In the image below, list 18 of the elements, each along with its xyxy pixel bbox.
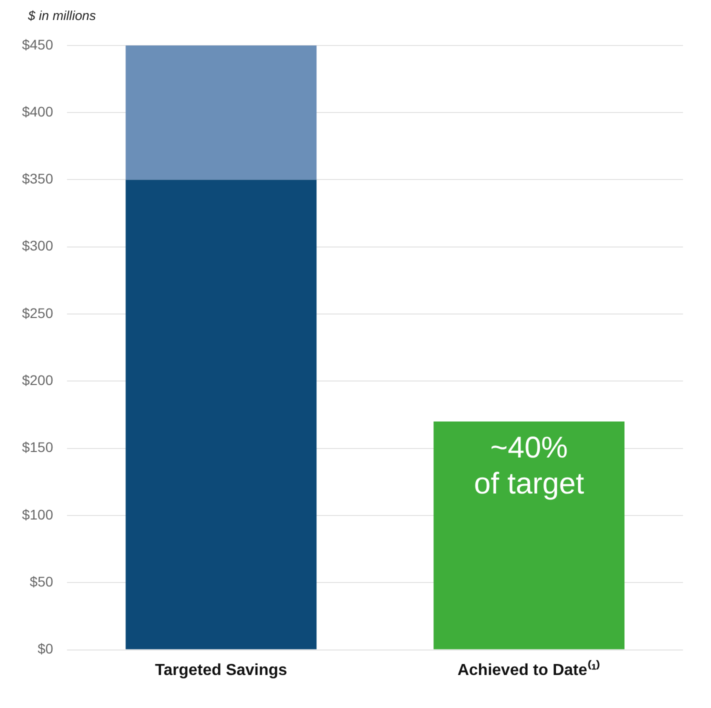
y-axis-title: $ in millions [28,8,97,23]
y-tick-label: $200 [22,372,54,388]
y-tick-label: $0 [38,640,54,657]
annotation: of target [474,468,585,501]
y-tick-label: $400 [22,103,54,120]
annotation: ~40% [490,432,568,465]
bar [126,45,317,180]
y-tick-label: $150 [22,439,54,456]
bar [126,180,317,650]
bar [434,421,624,650]
x-tick-label: Achieved to Date⁽¹⁾ [457,660,601,679]
x-tick-label: Targeted Savings [155,662,288,679]
y-tick-label: $50 [30,574,54,590]
y-tick-label: $450 [22,36,54,52]
y-tick-label: $300 [22,238,54,254]
y-tick-label: $350 [22,170,54,187]
y-tick-label: $100 [22,506,54,522]
y-tick-label: $250 [22,304,54,321]
